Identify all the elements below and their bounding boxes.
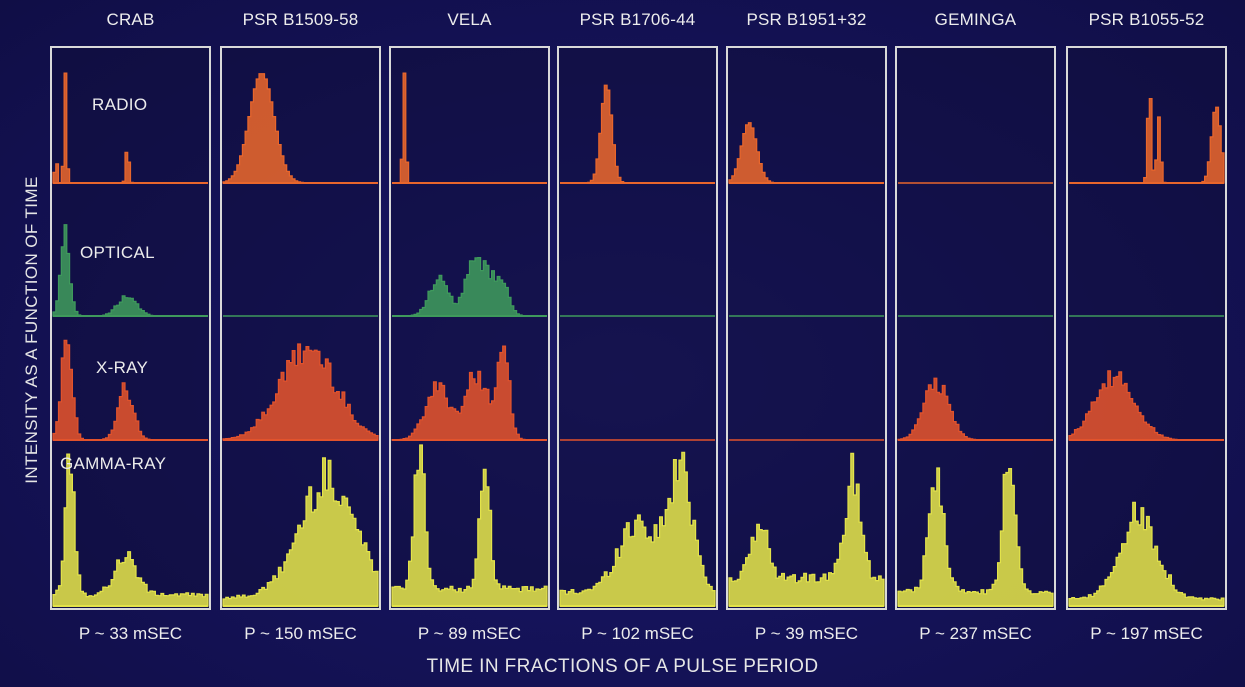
pulse-period-label: P ~ 89 mSEC: [417, 624, 522, 643]
pulsar-name: PSR B1509-58: [242, 10, 359, 29]
xray-light-curve: [52, 339, 208, 441]
pulse-period-label: P ~ 102 mSEC: [581, 624, 694, 643]
gamma-light-curve: [728, 452, 885, 607]
pulsar-name: PSR B1706-44: [579, 10, 696, 29]
radio-light-curve: [52, 72, 208, 184]
pulse-period-label: P ~ 39 mSEC: [754, 624, 859, 643]
optical-light-curve: [52, 224, 208, 317]
pulse-period-label: P ~ 150 mSEC: [244, 624, 357, 643]
optical-light-curve: [392, 257, 547, 317]
pulsar-panel: [726, 46, 887, 610]
radio-light-curve: [392, 72, 547, 184]
pulsar-name: GEMINGA: [934, 10, 1017, 29]
gamma-light-curve: [897, 467, 1054, 607]
xray-light-curve: [1068, 370, 1224, 441]
band-label: OPTICAL: [80, 243, 155, 262]
gamma-light-curve: [52, 453, 209, 607]
band-label: GAMMA-RAY: [60, 454, 167, 473]
pulsar-name: PSR B1951+32: [746, 10, 867, 29]
gamma-light-curve: [222, 457, 379, 607]
pulse-period-label: P ~ 237 mSEC: [919, 624, 1032, 643]
pulsar-name: CRAB: [106, 10, 155, 29]
pulse-period-label: P ~ 33 mSEC: [78, 624, 183, 643]
xray-light-curve: [897, 377, 1053, 441]
x-axis-label: TIME IN FRACTIONS OF A PULSE PERIOD: [426, 656, 819, 677]
gamma-light-curve: [391, 444, 548, 607]
gamma-light-curve: [559, 451, 716, 607]
gamma-light-curve: [1068, 501, 1225, 607]
radio-light-curve: [1069, 98, 1225, 184]
radio-light-curve: [560, 84, 715, 184]
band-label: RADIO: [92, 95, 148, 114]
pulsar-panel: [50, 46, 211, 610]
radio-light-curve: [222, 73, 378, 184]
pulsar-name: VELA: [447, 10, 492, 29]
pulsar-panel: [895, 46, 1056, 610]
pulsar-name: PSR B1055-52: [1088, 10, 1205, 29]
band-label: X-RAY: [96, 358, 149, 377]
xray-light-curve: [222, 343, 379, 441]
radio-light-curve: [728, 122, 884, 184]
pulse-period-label: P ~ 197 mSEC: [1090, 624, 1203, 643]
xray-light-curve: [391, 345, 547, 441]
